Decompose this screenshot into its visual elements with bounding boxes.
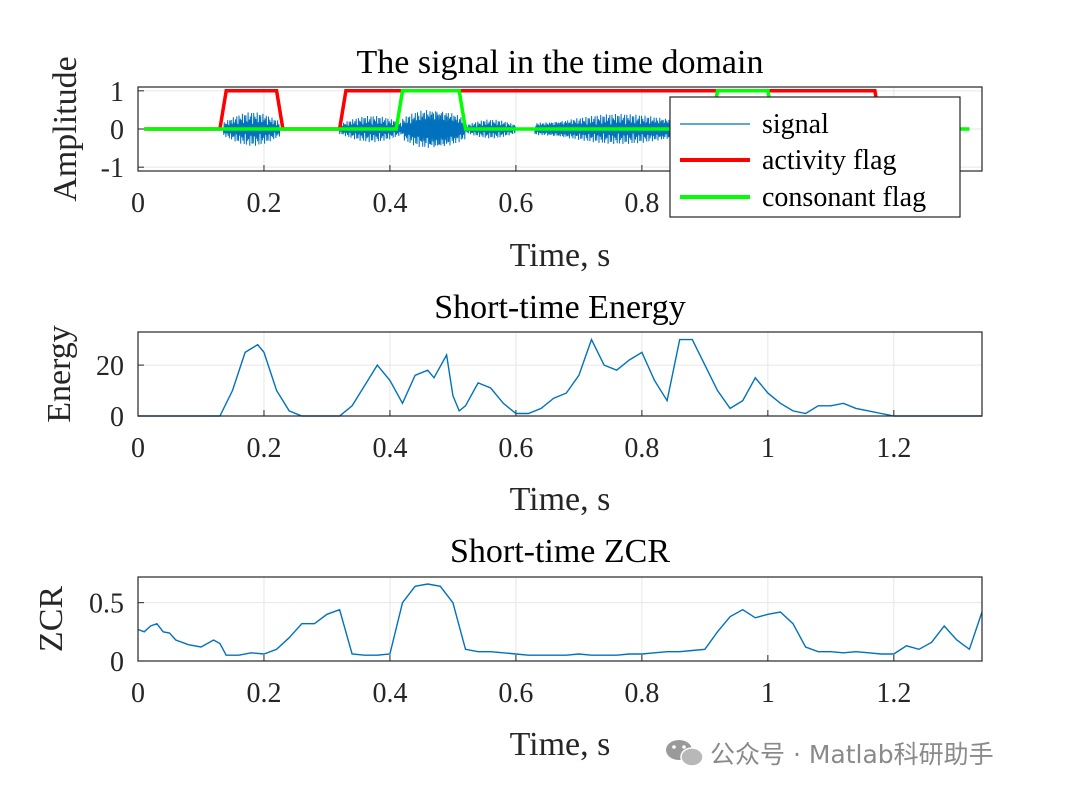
- xticks-signal: 0 0.2 0.4 0.6 0.8: [131, 165, 659, 219]
- y-tick-label: 20: [96, 351, 124, 382]
- x-tick-label: 0: [131, 678, 145, 709]
- plot-title-zcr: Short-time ZCR: [450, 533, 670, 570]
- wechat-icon: [666, 740, 704, 767]
- y-tick-label: 0.5: [89, 589, 124, 620]
- time-domain-plot: The signal in the time domain -101 0 0.2 0…: [47, 44, 983, 274]
- y-tick-label: 0: [110, 402, 124, 433]
- y-tick-label: 0: [110, 647, 124, 678]
- legend-label-activity: activity flag: [762, 145, 897, 176]
- yticks-signal: -1 0 1: [101, 77, 144, 184]
- x-tick-label: 0.6: [498, 433, 533, 464]
- zcr-line: [137, 583, 983, 656]
- yticks-energy: 0 20: [96, 351, 144, 433]
- x-tick-label: 0.6: [498, 188, 533, 219]
- legend-label-consonant: consonant flag: [762, 182, 926, 213]
- y-tick-label: 1: [110, 77, 124, 108]
- axes-frame-zcr: [137, 576, 983, 662]
- x-tick-label: 1: [761, 678, 775, 709]
- legend: signal activity flag consonant flag: [669, 96, 961, 218]
- xticks-zcr: 0 0.2 0.4 0.6 0.8 1 1.2: [131, 655, 911, 709]
- ylabel-energy: Energy: [41, 325, 78, 423]
- energy-plot: Short-time Energy 020 0 0.2 0.4 0.6 0.8 1 1.2 …: [41, 289, 983, 518]
- plot-area-energy: [138, 332, 982, 416]
- x-tick-label: 0.8: [624, 433, 659, 464]
- grid-energy: [138, 332, 982, 416]
- energy-line: [138, 337, 982, 417]
- x-tick-label: 0: [131, 433, 145, 464]
- x-tick-label: 0: [131, 188, 145, 219]
- x-tick-label: 0.2: [246, 678, 281, 709]
- plot-title-signal: The signal in the time domain: [357, 44, 764, 81]
- series-zcr: [137, 583, 983, 656]
- xlabel-time-1: Time, s: [510, 237, 611, 274]
- x-tick-label: 0.4: [372, 188, 407, 219]
- yticks-zcr: 00.5: [89, 589, 144, 678]
- x-tick-label: 1: [761, 433, 775, 464]
- plot-area-zcr: [138, 577, 982, 661]
- zcr-plot: Short-time ZCR 00.5 0 0.2 0.4 0.6 0.8 1 1.2 ZC…: [33, 533, 983, 763]
- plot-title-energy: Short-time Energy: [434, 289, 686, 326]
- series-energy: [138, 337, 982, 417]
- grid-zcr: [138, 577, 982, 661]
- watermark: 公众号 · Matlab科研助手: [666, 740, 994, 769]
- x-tick-label: 0.8: [624, 678, 659, 709]
- x-tick-label: 1.2: [876, 678, 911, 709]
- xlabel-time-2: Time, s: [510, 481, 611, 518]
- xlabel-time-3: Time, s: [510, 726, 611, 763]
- legend-label-signal: signal: [762, 109, 829, 140]
- axes-frame-signal: [137, 86, 983, 172]
- y-tick-label: 0: [110, 115, 124, 146]
- ylabel-zcr: ZCR: [33, 586, 70, 652]
- watermark-text: 公众号 · Matlab科研助手: [710, 740, 994, 769]
- x-tick-label: 0.6: [498, 678, 533, 709]
- ylabel-amplitude: Amplitude: [47, 56, 84, 201]
- y-tick-label: -1: [101, 153, 124, 184]
- x-tick-label: 0.4: [372, 433, 407, 464]
- x-tick-label: 0.4: [372, 678, 407, 709]
- x-tick-label: 0.8: [624, 188, 659, 219]
- xticks-energy: 0 0.2 0.4 0.6 0.8 1 1.2: [131, 410, 911, 464]
- x-tick-label: 0.2: [246, 433, 281, 464]
- x-tick-label: 1.2: [876, 433, 911, 464]
- axes-frame-energy: [137, 331, 983, 417]
- x-tick-label: 0.2: [246, 188, 281, 219]
